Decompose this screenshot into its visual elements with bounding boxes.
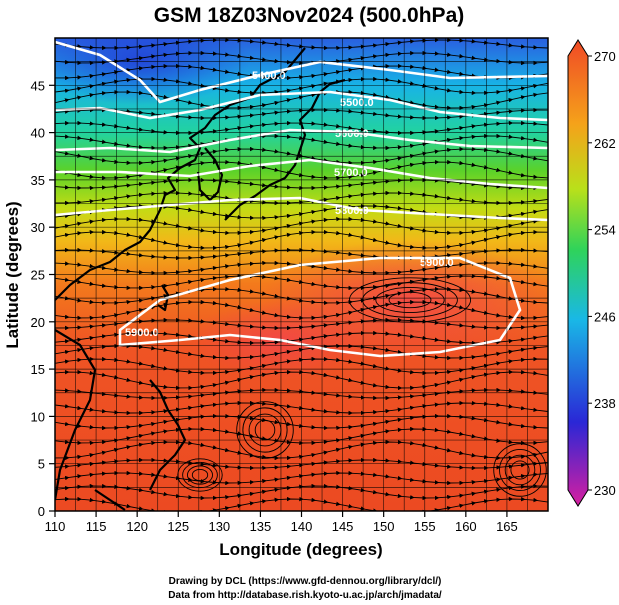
streamline-eddy	[236, 401, 294, 459]
x-tick-label: 145	[332, 519, 354, 534]
coast-luzon	[149, 379, 187, 491]
streamline-eddy	[510, 460, 530, 480]
streamline-eddy	[191, 468, 209, 482]
coast-indochina	[55, 329, 97, 501]
contour-label-5500: 5500.0	[340, 97, 374, 109]
streamline-eddy	[177, 458, 223, 492]
contour-5700	[55, 158, 548, 190]
y-tick-label: 15	[31, 362, 45, 377]
x-tick-label: 165	[496, 519, 518, 534]
colorbar-tick-label: 262	[594, 136, 616, 151]
y-tick-label: 10	[31, 409, 45, 424]
x-axis-label: Longitude (degrees)	[219, 540, 382, 559]
y-axis-label: Latitude (degrees)	[3, 201, 22, 348]
x-tick-label: 160	[455, 519, 477, 534]
x-tick-label: 110	[45, 519, 66, 534]
contour-5500	[55, 90, 548, 122]
contour-5400	[55, 40, 548, 104]
lat-lon-grid	[55, 38, 548, 511]
coast-taiwan	[157, 284, 170, 312]
x-tick-label: 125	[167, 519, 189, 534]
x-tick-label: 155	[414, 519, 436, 534]
colorbar-tick-label: 246	[594, 309, 616, 324]
x-tick-label: 115	[86, 519, 107, 534]
y-tick-label: 5	[38, 457, 45, 472]
y-axis-ticks: 0 5 10 15 20 25 30 35 40 45	[31, 78, 55, 519]
x-tick-label: 135	[250, 519, 272, 534]
y-tick-label: 35	[31, 173, 45, 188]
contour-label-5700: 5700.0	[334, 167, 368, 179]
x-axis-ticks: 110 115 120 125 130 135 140 145 150 155 160 165	[45, 511, 518, 534]
streamline-eddy	[187, 465, 213, 485]
contour-label-5800: 5800.0	[335, 205, 369, 217]
y-tick-label: 20	[31, 315, 45, 330]
plot-area: 5400.0 5500.0 5600.0 5700.0 5800.0 5900.…	[55, 38, 548, 511]
contour-label-5900-west: 5900.0	[125, 327, 159, 339]
colorbar-body	[567, 39, 589, 507]
contour-label-5600: 5600.0	[335, 128, 369, 140]
colorbar-tick-label: 270	[594, 49, 616, 64]
colorbar-tick-label: 254	[594, 223, 616, 238]
contour-5900	[118, 256, 522, 358]
coast-borneo	[94, 489, 126, 511]
y-tick-label: 0	[38, 504, 45, 519]
streamline-eddy	[375, 287, 445, 313]
height-contours	[55, 40, 548, 358]
coast-mainland	[55, 47, 306, 301]
colorbar-tick-label: 238	[594, 396, 616, 411]
colorbar-tick-label: 230	[594, 483, 616, 498]
streamline-eddy	[499, 449, 541, 491]
y-tick-label: 30	[31, 220, 45, 235]
streamline-eddy	[242, 407, 288, 453]
colorbar-ticks: 270 262 254 246 238 230	[588, 49, 616, 498]
y-tick-label: 45	[31, 78, 45, 93]
streamline-eddy	[362, 282, 458, 318]
figure-title: GSM 18Z03Nov2024 (500.0hPa)	[154, 4, 465, 27]
colorbar: 270 262 254 246 238 230	[567, 39, 616, 507]
x-tick-label: 130	[208, 519, 230, 534]
streamline-eddy	[348, 277, 472, 323]
streamline-eddy	[504, 454, 536, 486]
contour-5800	[55, 196, 548, 222]
x-tick-label: 140	[291, 519, 313, 534]
streamline-eddy	[493, 443, 547, 497]
x-tick-label: 120	[126, 519, 148, 534]
streamline-eddy	[388, 291, 432, 309]
contour-5600	[55, 128, 548, 154]
contour-label-5400: 5400.0	[252, 70, 286, 82]
credit-drawing: Drawing by DCL (https://www.gfd-dennou.o…	[169, 576, 442, 587]
x-tick-label: 150	[373, 519, 395, 534]
y-tick-label: 40	[31, 126, 45, 141]
credit-data: Data from http://database.rish.kyoto-u.a…	[168, 590, 442, 601]
coast-korea	[196, 147, 224, 202]
cold-core	[55, 38, 250, 105]
y-tick-label: 25	[31, 268, 45, 283]
